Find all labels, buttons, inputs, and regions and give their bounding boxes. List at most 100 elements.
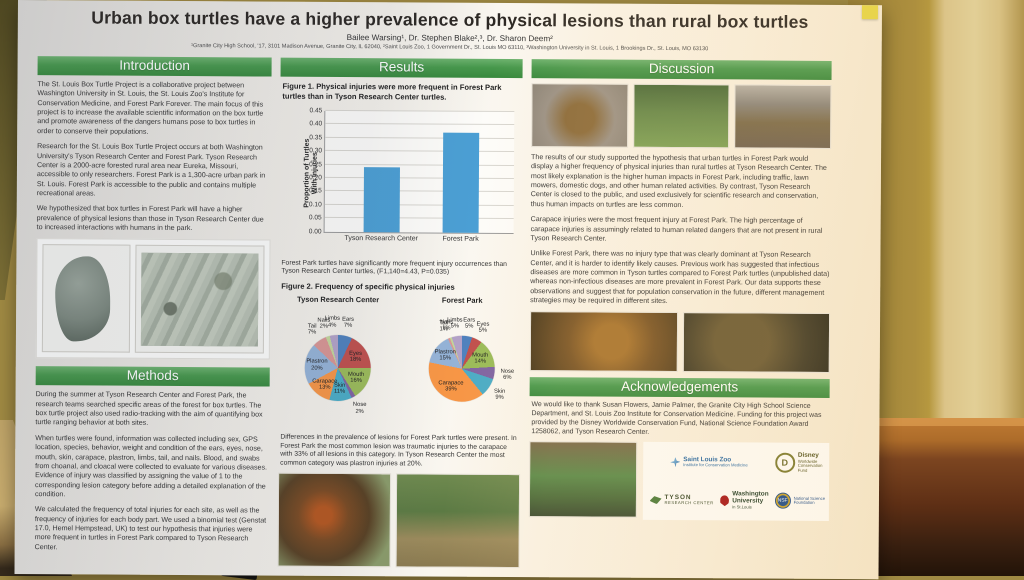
figure1-gridline [325, 136, 515, 139]
pie-label-eyes: Eyes 18% [349, 350, 363, 363]
figure1-y-tick: 0.40 [309, 120, 323, 128]
logo-disney-conservation: D Disney Worldwide Conservation Fund [774, 445, 828, 481]
sponsor-logos: Saint Louis Zoo Institute for Conservati… [642, 442, 830, 522]
pie-label-carapace: Carapace 39% [438, 380, 464, 393]
figure1-title: Figure 1. Physical injuries were more fr… [282, 81, 502, 102]
research-poster: Urban box turtles have a higher prevalen… [14, 0, 882, 580]
figure1-gridline [324, 190, 514, 193]
photo-turtle-closeup [529, 311, 678, 373]
figure1-y-tick: 0.00 [308, 227, 322, 236]
discussion-paragraph-2: Carapace injuries were the most frequent… [530, 215, 823, 243]
pie-tyson-title: Tyson Research Center [297, 294, 380, 305]
pie-label-carapace: Carapace 13% [312, 378, 338, 391]
washu-shield-icon [720, 495, 729, 506]
saint-louis-zoo-sub: Institute for Conservation Medicine [683, 462, 748, 468]
methods-paragraph-1: During the summer at Tyson Research Cent… [35, 390, 263, 428]
methods-header: Methods [35, 366, 270, 387]
nsf-icon: NSF [774, 492, 791, 509]
discussion-photos-bottom [529, 311, 831, 374]
introduction-header: Introduction [37, 56, 272, 77]
study-site-maps [35, 238, 271, 360]
poster-title: Urban box turtles have a higher prevalen… [91, 7, 809, 32]
figure1-bar-chart: Proportion of Turtles With Injuries 0.00 0… [279, 104, 522, 257]
pie-label-eyes: Eyes 5% [476, 321, 490, 334]
results-header: Results [280, 57, 523, 79]
pie-tyson-research-center: Tyson Research Center Ears 7% Eyes 18% Mouth… [278, 295, 397, 432]
figure1-y-tick: 0.10 [308, 201, 322, 209]
photo-two-turtles [682, 312, 831, 374]
figure1-y-tick: 0.05 [308, 214, 322, 222]
pie-label-plastron: Plastron 20% [306, 358, 328, 372]
disney-sub: Worldwide Conservation Fund [797, 458, 823, 473]
introduction-paragraph-2: Research for the St. Louis Box Turtle Pr… [36, 142, 266, 198]
pie-label-mouth: Mouth 14% [472, 352, 489, 365]
logo-washington-university: Washington University in St.Louis [720, 483, 773, 519]
logo-nsf: NSF National Science Foundation [774, 483, 827, 519]
methods-text: During the summer at Tyson Research Cent… [35, 391, 270, 554]
figure1-gridline [324, 217, 514, 220]
photo-researcher-in-field [632, 83, 730, 149]
photo-turtle-held-in-hand [277, 472, 392, 567]
washu-sub: in St.Louis [732, 504, 752, 510]
photo-turtle-with-transmitter [531, 83, 629, 148]
figure1-bar-tyson-research-center [363, 167, 400, 233]
logo-saint-louis-zoo: Saint Louis Zoo Institute for Conservati… [645, 444, 773, 481]
pie-label-ears: Ears 5% [463, 316, 476, 330]
figure1-gridline [325, 123, 515, 126]
figure1-y-tick: 0.35 [309, 133, 323, 141]
saint-louis-zoo-icon [670, 457, 680, 467]
discussion-text: The results of our study supported the h… [530, 153, 831, 307]
methods-paragraph-3: We calculated the frequency of total inj… [34, 505, 267, 552]
introduction-paragraph-1: The St. Louis Box Turtle Project is a co… [37, 80, 264, 136]
corner-sticker [861, 5, 878, 20]
discussion-header: Discussion [531, 59, 832, 80]
methods-paragraph-2: When turtles were found, information was… [34, 433, 268, 499]
introduction-text: The St. Louis Box Turtle Project is a co… [37, 80, 272, 234]
figure1-gridline [325, 149, 515, 153]
pie-tyson-chart: Ears 7% Eyes 18% Mouth 16% Nose 2% Skin 11% Carapa… [278, 305, 397, 432]
figure2-pie-charts: Tyson Research Center Ears 7% Eyes 18% Mouth… [278, 295, 521, 432]
pie-label-skin: Skin 9% [493, 388, 506, 401]
results-photos [277, 472, 521, 568]
pie-forest-park: Forest Park Ears 5% Eyes 5% Mouth 14% Nose 6% Sk… [402, 295, 521, 432]
figure2-caption: Differences in the prevalence of lesions… [280, 433, 517, 468]
pie-label-plastron: Plastron 15% [434, 349, 456, 362]
figure1-gridline [324, 176, 514, 179]
pie-forest-park-title: Forest Park [441, 295, 483, 305]
figure1-gridline [325, 163, 515, 166]
figure1-category-label: Forest Park [442, 235, 479, 243]
photo-turtle-on-road [734, 84, 832, 149]
column-introduction-methods: Introduction The St. Louis Box Turtle Pr… [35, 54, 272, 566]
figure1-y-tick: 0.20 [309, 174, 322, 182]
map-forest-park-imagery [140, 252, 259, 347]
figure1-y-tick: 0.45 [309, 107, 323, 115]
nsf-sub: National Science Foundation [793, 495, 826, 506]
acknowledgements-bottom-row: Saint Louis Zoo Institute for Conservati… [528, 441, 830, 522]
acknowledgements-header: Acknowledgements [529, 377, 830, 399]
figure1-plot-area: 0.00 0.05 0.10 0.15 0.20 0.25 0.30 0.35 0.40 0.45… [309, 107, 515, 243]
figure1-gridline [324, 203, 514, 206]
discussion-paragraph-3: Unlike Forest Park, there was no injury … [530, 249, 830, 306]
figure1-y-tick: 0.25 [309, 160, 323, 168]
figure1-y-tick: 0.30 [309, 147, 323, 155]
map-tyson-shape [54, 256, 111, 342]
column-discussion-acknowledgements: Discussion The results of our study supp… [528, 57, 832, 570]
figure1-y-tick: 0.15 [308, 187, 322, 195]
pie-forest-park-chart: Ears 5% Eyes 5% Mouth 14% Nose 6% Skin 9% Carapace… [402, 305, 521, 432]
discussion-paragraph-1: The results of our study supported the h… [530, 153, 827, 209]
tyson-leaf-icon [649, 496, 661, 504]
pie-label-mouth: Mouth 16% [348, 371, 365, 385]
introduction-paragraph-3: We hypothesized that box turtles in Fore… [36, 204, 264, 233]
map-tyson-research-center [41, 244, 131, 354]
pie-label-ears: Ears 7% [342, 316, 355, 330]
pie-label-nose: Nose 2% [352, 402, 367, 415]
pie-label-limbs: Limbs 5% [447, 316, 463, 330]
column-results: Results Figure 1. Physical injuries were… [277, 56, 523, 568]
map-forest-park-aerial [134, 245, 265, 354]
acknowledgements-text: We would like to thank Susan Flowers, Ja… [531, 401, 822, 437]
figure2-title: Figure 2. Frequency of specific physical… [281, 281, 455, 292]
logo-tyson-research-center: TYSON RESEARCH CENTER [645, 482, 718, 518]
photo-research-team [528, 441, 638, 519]
figure1-bar-forest-park [442, 132, 480, 233]
tyson-sub: RESEARCH CENTER [664, 500, 714, 506]
